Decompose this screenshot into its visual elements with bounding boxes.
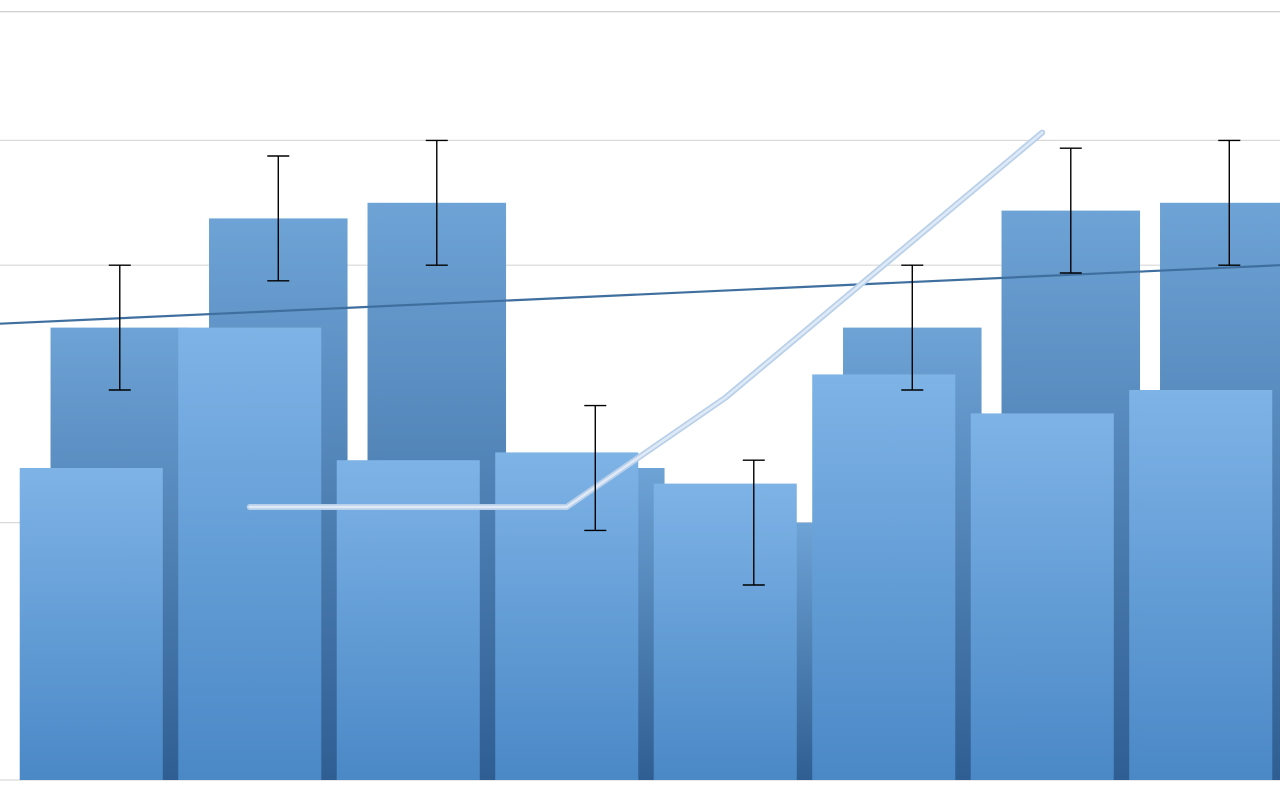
bar-front <box>20 468 163 780</box>
bar-front <box>654 484 797 780</box>
bar-front <box>495 452 638 780</box>
bar-front <box>1129 390 1272 780</box>
bar-front <box>178 328 321 780</box>
chart-svg <box>0 0 1280 785</box>
bar-front <box>971 413 1114 780</box>
chart-container <box>0 0 1280 785</box>
bar-front <box>812 374 955 780</box>
